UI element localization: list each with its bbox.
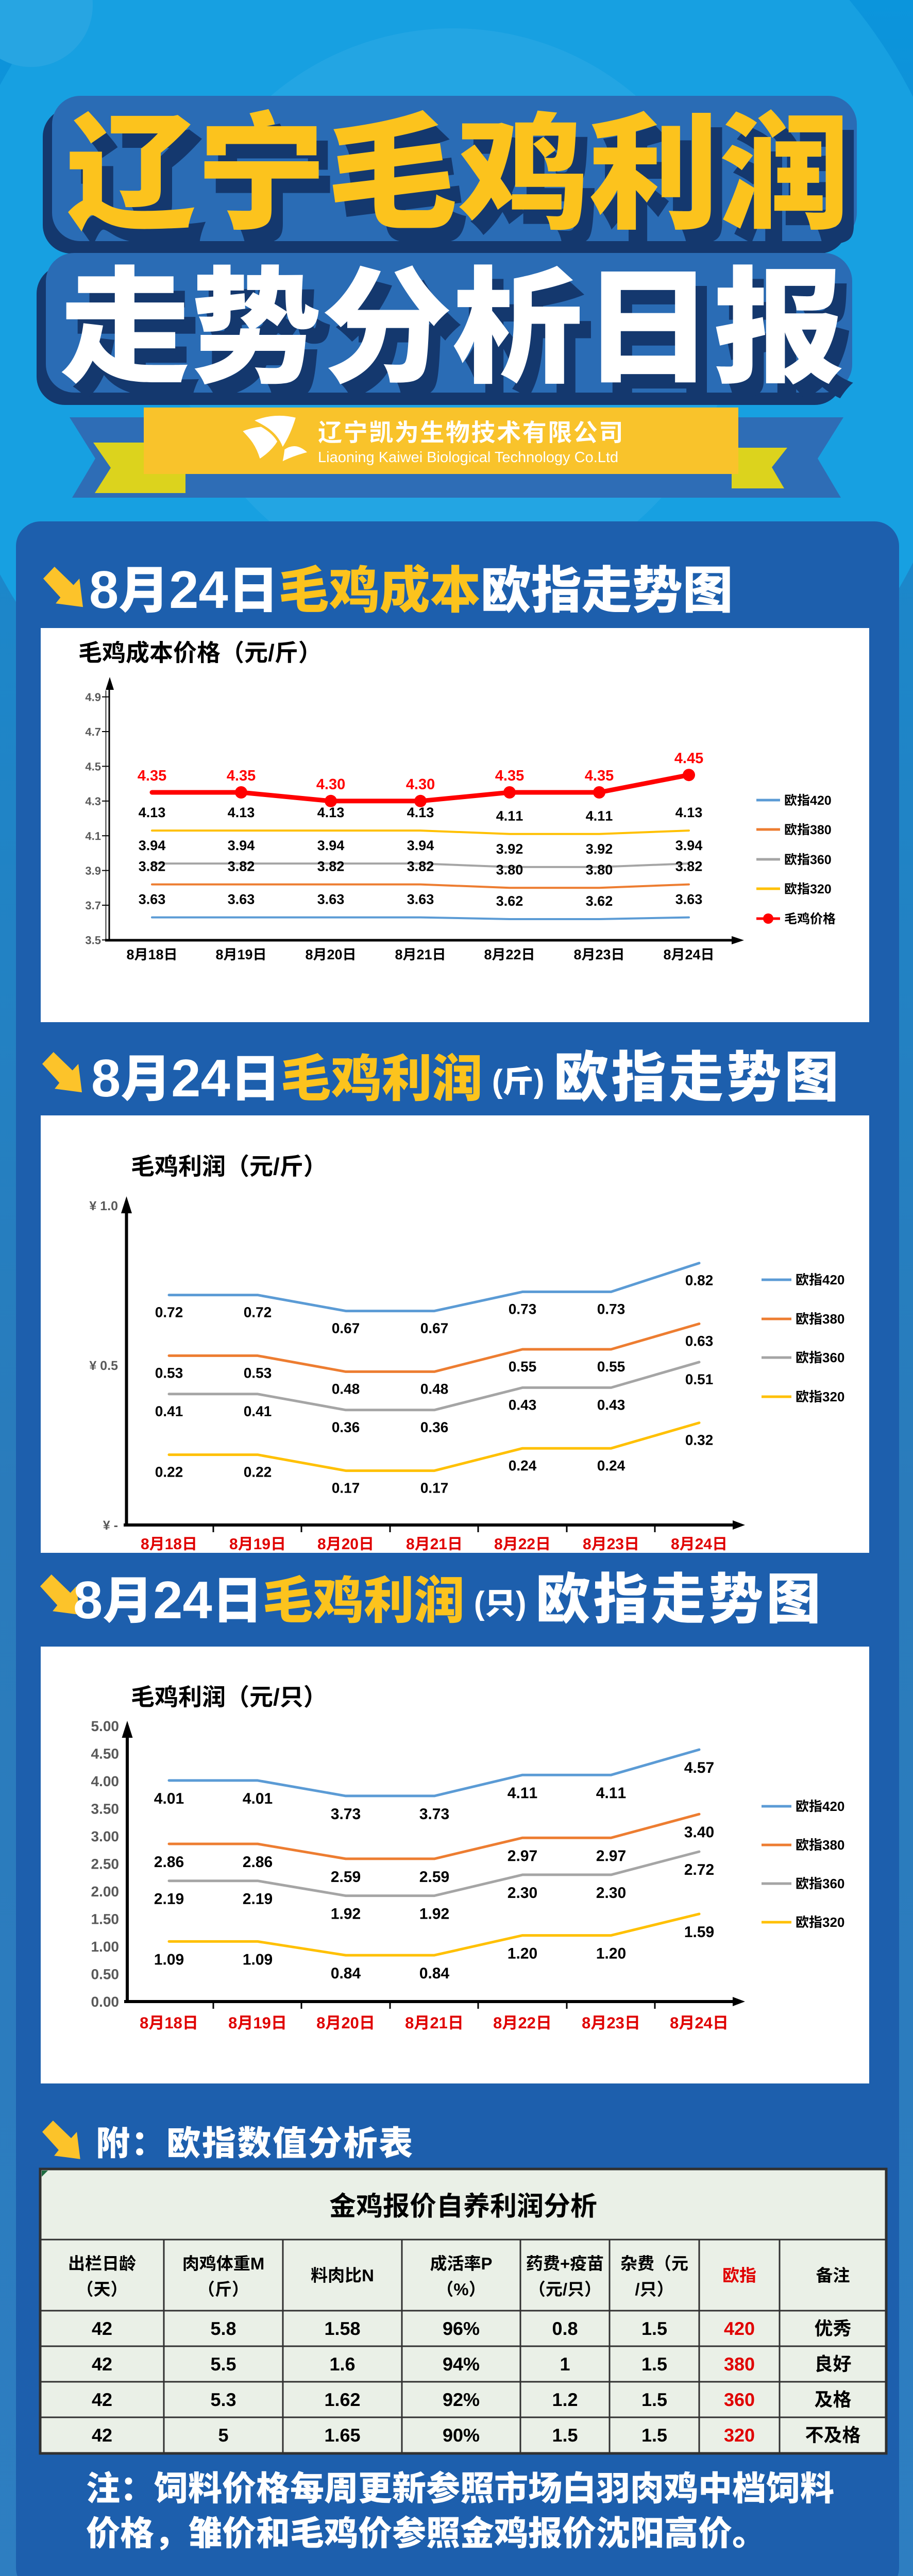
svg-text:Liaoning Kaiwei Biological Tec: Liaoning Kaiwei Biological Technology Co… [318, 449, 618, 466]
